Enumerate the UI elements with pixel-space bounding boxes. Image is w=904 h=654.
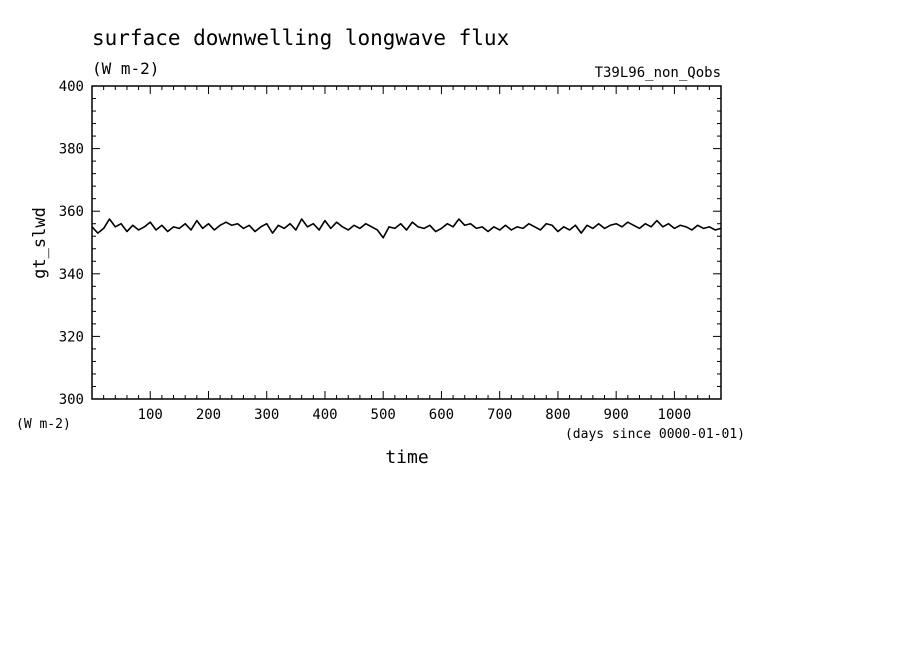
y-unit-label: (W m-2) <box>16 417 71 432</box>
y-tick-label: 360 <box>59 204 84 220</box>
y-tick-label: 400 <box>59 79 84 95</box>
x-axis-label: time <box>385 447 428 468</box>
x-tick-label: 800 <box>545 407 570 423</box>
x-tick-label: 400 <box>312 407 337 423</box>
y-axis-label: gt_slwd <box>30 207 50 279</box>
chart-subtitle: (W m-2) <box>92 59 159 78</box>
series-line <box>91 218 722 239</box>
y-tick-label: 380 <box>59 142 84 158</box>
tick-labels: 100 200 300 400 500 600 700 800 900 1000 300 320 340… <box>59 79 692 423</box>
x-tick-label: 500 <box>371 407 396 423</box>
run-label: T39L96_non_Qobs <box>595 65 721 81</box>
x-tick-label: 100 <box>138 407 163 423</box>
x-unit-label: (days since 0000-01-01) <box>565 427 745 442</box>
x-tick-label: 300 <box>254 407 279 423</box>
y-tick-label: 300 <box>59 392 84 408</box>
axis-ticks <box>92 86 721 399</box>
y-tick-label: 340 <box>59 267 84 283</box>
x-tick-label: 1000 <box>658 407 692 423</box>
x-tick-label: 600 <box>429 407 454 423</box>
x-tick-label: 700 <box>487 407 512 423</box>
chart-title: surface downwelling longwave flux <box>92 26 509 50</box>
x-tick-label: 200 <box>196 407 221 423</box>
plot-frame <box>91 85 722 400</box>
y-tick-label: 320 <box>59 329 84 345</box>
x-tick-label: 900 <box>604 407 629 423</box>
